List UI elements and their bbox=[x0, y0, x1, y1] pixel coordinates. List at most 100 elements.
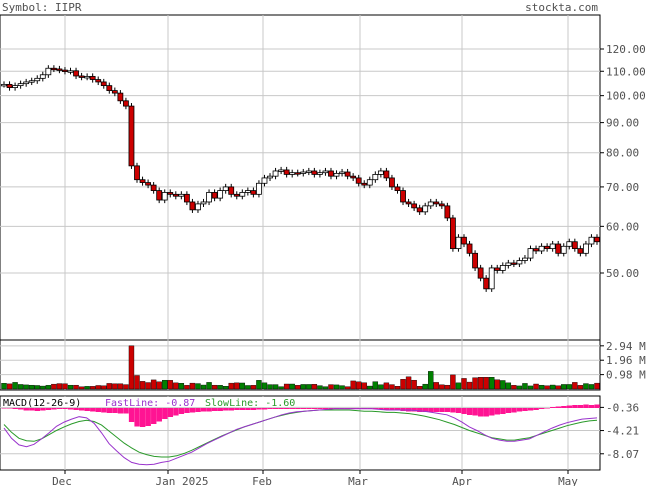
volume-bar bbox=[106, 383, 112, 390]
volume-bar bbox=[389, 384, 395, 390]
candle-body bbox=[372, 174, 379, 181]
macd-histogram-bar bbox=[211, 408, 218, 411]
macd-histogram-bar bbox=[284, 408, 290, 409]
macd-histogram-bar bbox=[178, 408, 185, 414]
volume-bar bbox=[516, 385, 523, 390]
volume-bar bbox=[134, 375, 140, 390]
candle-body bbox=[156, 190, 163, 201]
candle-body bbox=[405, 201, 412, 205]
macd-histogram-bar bbox=[311, 408, 318, 409]
volume-bar bbox=[139, 381, 146, 390]
volume-bar bbox=[289, 383, 295, 390]
volume-bar bbox=[477, 377, 484, 390]
candle-body bbox=[278, 169, 285, 172]
volume-bar bbox=[394, 386, 401, 390]
volume-bar bbox=[1, 383, 7, 390]
x-tick-label: Dec bbox=[52, 475, 72, 486]
candle-body bbox=[111, 90, 118, 94]
candle-body bbox=[510, 262, 517, 265]
candle-body bbox=[444, 205, 451, 219]
volume-bar bbox=[577, 385, 584, 390]
volume-bar bbox=[56, 383, 63, 390]
candle-body bbox=[527, 248, 534, 259]
candle-body bbox=[499, 265, 506, 271]
macd-histogram-bar bbox=[483, 408, 489, 417]
volume-tick-label: 1.96 M bbox=[606, 354, 646, 367]
macd-histogram-bar bbox=[228, 408, 235, 411]
macd-histogram-bar bbox=[51, 408, 57, 410]
candle-body bbox=[150, 184, 157, 191]
volume-tick-label: 2.94 M bbox=[606, 340, 646, 353]
macd-histogram-bar bbox=[550, 407, 556, 408]
volume-bar bbox=[67, 384, 74, 390]
x-axis: Dec Jan 2025 Feb Mar Apr May bbox=[52, 470, 578, 486]
volume-bar bbox=[466, 381, 473, 390]
macd-histogram-bar bbox=[45, 408, 52, 410]
macd-histogram-bar bbox=[206, 408, 212, 412]
macd-histogram-bar bbox=[84, 408, 90, 411]
candle-body bbox=[416, 207, 423, 213]
candle-body bbox=[383, 170, 390, 179]
candle-body bbox=[1, 83, 7, 87]
volume-bar bbox=[339, 385, 345, 390]
macd-histogram-bar bbox=[300, 408, 307, 409]
price-tick-label: 120.00 bbox=[606, 43, 646, 56]
macd-histogram-bar bbox=[538, 408, 545, 409]
candle-body bbox=[206, 192, 212, 203]
volume-bar bbox=[51, 383, 57, 390]
candle-body bbox=[12, 85, 18, 88]
candle-body bbox=[6, 83, 13, 88]
macd-histogram-bar bbox=[67, 408, 74, 410]
volume-bar bbox=[533, 383, 539, 390]
candle-body bbox=[233, 193, 240, 197]
macd-histogram-bar bbox=[466, 408, 473, 415]
candle-body bbox=[23, 81, 30, 85]
volume-bar bbox=[405, 376, 412, 390]
macd-histogram-bar bbox=[250, 408, 257, 410]
volume-bar bbox=[189, 382, 196, 390]
macd-histogram-bar bbox=[489, 408, 495, 416]
candle-body bbox=[73, 70, 79, 77]
candle-body bbox=[494, 267, 501, 271]
volume-bar bbox=[572, 382, 578, 390]
volume-bar bbox=[311, 384, 318, 390]
volume-bar bbox=[444, 384, 451, 390]
candle-body bbox=[427, 201, 434, 207]
volume-bar bbox=[184, 385, 190, 390]
macd-histogram-bar bbox=[350, 408, 356, 409]
volume-bar bbox=[261, 382, 268, 390]
macd-histogram-bar bbox=[134, 408, 140, 427]
macd-histogram-bar bbox=[112, 408, 118, 413]
macd-histogram-bar bbox=[200, 408, 207, 412]
macd-histogram-bar bbox=[411, 408, 417, 412]
volume-bar bbox=[6, 383, 13, 390]
macd-histogram-bar bbox=[577, 405, 584, 408]
candle-body bbox=[322, 170, 329, 174]
volume-bar bbox=[295, 385, 301, 390]
candle-body bbox=[39, 74, 46, 79]
macd-histogram-bar bbox=[572, 405, 578, 408]
macd-histogram-bar bbox=[101, 408, 107, 413]
candle-body bbox=[134, 165, 140, 181]
macd-histogram-bar bbox=[555, 406, 562, 408]
macd-histogram-bar bbox=[372, 408, 379, 409]
volume-bar bbox=[156, 381, 162, 390]
candle-body bbox=[350, 175, 357, 179]
candle-body bbox=[571, 241, 578, 250]
candle-body bbox=[283, 169, 290, 175]
macd-histogram-bar bbox=[162, 408, 168, 419]
volume-bar bbox=[411, 379, 417, 390]
macd-histogram-bar bbox=[195, 408, 201, 412]
macd-histogram-bar bbox=[289, 408, 295, 409]
candle-body bbox=[544, 245, 551, 250]
macd-histogram-bar bbox=[345, 408, 351, 409]
volume-bar bbox=[422, 383, 428, 390]
macd-histogram-bar bbox=[6, 408, 13, 409]
macd-histogram-bar bbox=[156, 408, 162, 422]
volume-bar bbox=[178, 383, 185, 390]
candle-body bbox=[472, 252, 478, 269]
candle-body bbox=[466, 243, 473, 254]
volume-bar bbox=[128, 345, 135, 390]
candle-body bbox=[311, 170, 318, 175]
